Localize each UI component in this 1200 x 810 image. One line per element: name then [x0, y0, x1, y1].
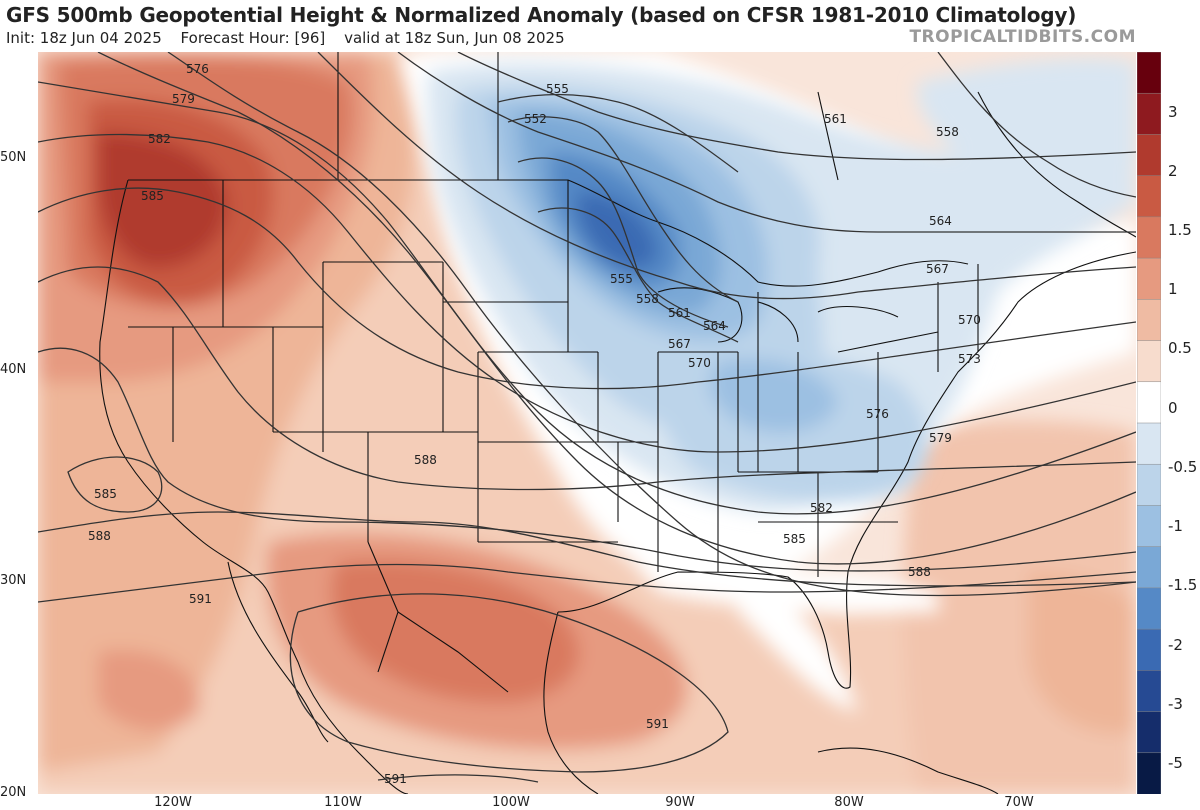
contour-label: 588 [414, 453, 437, 467]
anomaly-map: 576 579 582 585 555 552 555 558 561 564 … [38, 52, 1136, 794]
colorbar-segment [1137, 670, 1161, 713]
colorbar-segment [1137, 711, 1161, 754]
contour-label: 561 [824, 112, 847, 126]
lon-label: 120W [154, 795, 192, 810]
colorbar-segment [1137, 587, 1161, 630]
contour-label: 579 [172, 92, 195, 106]
colorbar-label: -3 [1168, 695, 1183, 713]
colorbar-segment [1137, 134, 1161, 177]
colorbar-segment [1137, 52, 1161, 94]
map-canvas: 576 579 582 585 555 552 555 558 561 564 … [38, 52, 1136, 794]
contour-label: 576 [866, 407, 889, 421]
contour-label: 558 [636, 292, 659, 306]
colorbar-label: -0.5 [1168, 458, 1198, 476]
lat-label: 20N [0, 785, 27, 800]
contour-label: 570 [688, 356, 711, 370]
height-contours [38, 52, 1136, 783]
contour-label: 567 [668, 337, 691, 351]
contour-label: 582 [810, 501, 833, 515]
lon-label: 80W [834, 795, 864, 810]
chart-subtitle: Init: 18z Jun 04 2025 Forecast Hour: [96… [6, 29, 579, 47]
contour-label: 564 [929, 214, 952, 228]
colorbar-segment [1137, 299, 1161, 342]
forecast-hour: Forecast Hour: [96] [180, 29, 326, 47]
colorbar-segment [1137, 340, 1161, 383]
contour-label: 591 [384, 772, 407, 786]
contour-label: 585 [94, 487, 117, 501]
map-borders [99, 52, 1136, 794]
colorbar-label: 1 [1168, 280, 1178, 298]
contour-label: 558 [936, 125, 959, 139]
contour-label: 561 [668, 306, 691, 320]
contour-label: 570 [958, 313, 981, 327]
lon-label: 100W [492, 795, 530, 810]
lon-label: 70W [1004, 795, 1034, 810]
contour-label: 573 [958, 352, 981, 366]
anomaly-shading [38, 52, 1136, 794]
chart-title: GFS 500mb Geopotential Height & Normaliz… [6, 3, 1077, 27]
colorbar-segment [1137, 628, 1161, 672]
colorbar-segment [1137, 175, 1161, 218]
colorbar-segment [1137, 381, 1161, 424]
colorbar [1137, 52, 1161, 794]
colorbar-segment [1137, 505, 1161, 548]
colorbar-label: -2 [1168, 636, 1183, 654]
contour-label: 555 [546, 82, 569, 96]
valid-time: valid at 18z Sun, Jun 08 2025 [344, 29, 565, 47]
colorbar-segment [1137, 92, 1161, 136]
contour-label: 567 [926, 262, 949, 276]
contour-label: 552 [524, 112, 547, 126]
contour-label: 579 [929, 431, 952, 445]
contour-labels: 576 579 582 585 555 552 555 558 561 564 … [88, 62, 981, 786]
lat-label: 50N [0, 150, 27, 165]
contour-label: 576 [186, 62, 209, 76]
colorbar-segment [1137, 422, 1161, 465]
colorbar-segment [1137, 463, 1161, 507]
lon-label: 90W [665, 795, 695, 810]
colorbar-segment [1137, 216, 1161, 259]
colorbar-label: 0 [1168, 399, 1178, 417]
colorbar-label: -1 [1168, 517, 1183, 535]
contour-label: 588 [88, 529, 111, 543]
init-time: Init: 18z Jun 04 2025 [6, 29, 162, 47]
colorbar-label: -5 [1168, 754, 1183, 772]
colorbar-label: 0.5 [1168, 339, 1192, 357]
brand-watermark: TROPICALTIDBITS.COM [909, 27, 1136, 47]
colorbar-label: 1.5 [1168, 221, 1192, 239]
colorbar-label: 2 [1168, 162, 1178, 180]
contour-label: 564 [703, 319, 726, 333]
lat-label: 40N [0, 362, 27, 377]
contour-label: 588 [908, 565, 931, 579]
colorbar-segment [1137, 546, 1161, 589]
contour-label: 582 [148, 132, 171, 146]
contour-label: 591 [646, 717, 669, 731]
lon-label: 110W [324, 795, 362, 810]
contour-label: 591 [189, 592, 212, 606]
colorbar-segment [1137, 257, 1161, 301]
contour-label: 555 [610, 272, 633, 286]
contour-label: 585 [783, 532, 806, 546]
colorbar-segment [1137, 752, 1161, 794]
colorbar-label: 3 [1168, 103, 1178, 121]
colorbar-label: -1.5 [1168, 576, 1198, 594]
contour-label: 585 [141, 189, 164, 203]
lat-label: 30N [0, 573, 27, 588]
